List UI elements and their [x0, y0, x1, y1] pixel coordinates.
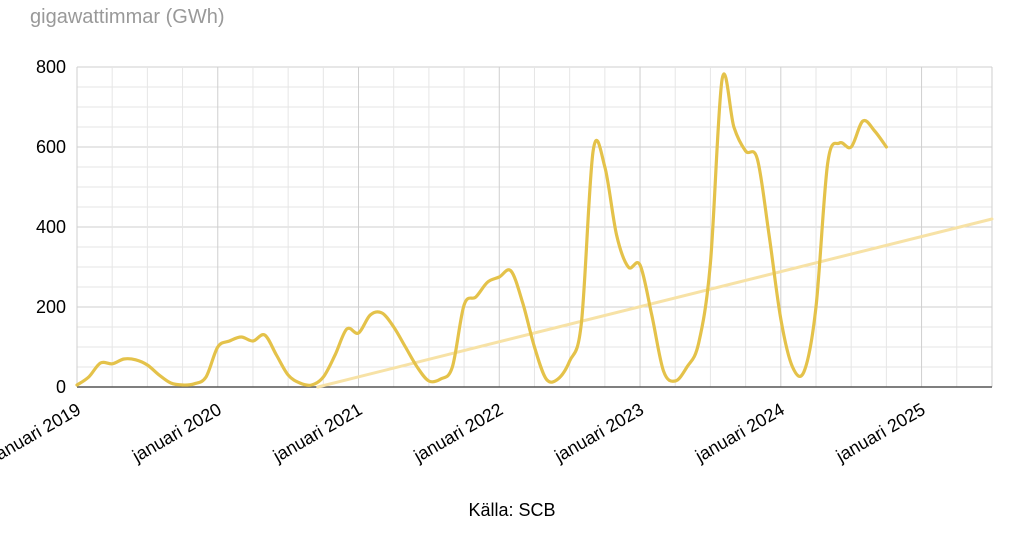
y-axis-ticks: 0 200 400 600 800 — [36, 57, 66, 397]
x-tick-label: januari 2019 — [0, 399, 84, 466]
y-tick-label: 200 — [36, 297, 66, 317]
y-tick-label: 400 — [36, 217, 66, 237]
x-tick-label: januari 2020 — [128, 399, 225, 466]
series-line — [75, 72, 888, 387]
x-tick-label: januari 2025 — [832, 399, 929, 466]
x-axis-ticks: januari 2019 januari 2020 januari 2021 janu… — [0, 399, 929, 466]
x-tick-label: januari 2023 — [550, 399, 647, 466]
chart-lines — [75, 72, 994, 389]
y-axis-unit-label: gigawattimmar (GWh) — [30, 6, 225, 28]
y-tick-label: 600 — [36, 137, 66, 157]
chart-grid — [76, 66, 993, 388]
x-tick-label: januari 2024 — [691, 399, 788, 466]
y-tick-label: 800 — [36, 57, 66, 77]
x-tick-label: januari 2021 — [269, 399, 366, 466]
trend-line — [316, 217, 994, 389]
source-note: Källa: SCB — [468, 500, 556, 520]
x-tick-label: januari 2022 — [410, 399, 507, 466]
y-tick-label: 0 — [56, 377, 66, 397]
